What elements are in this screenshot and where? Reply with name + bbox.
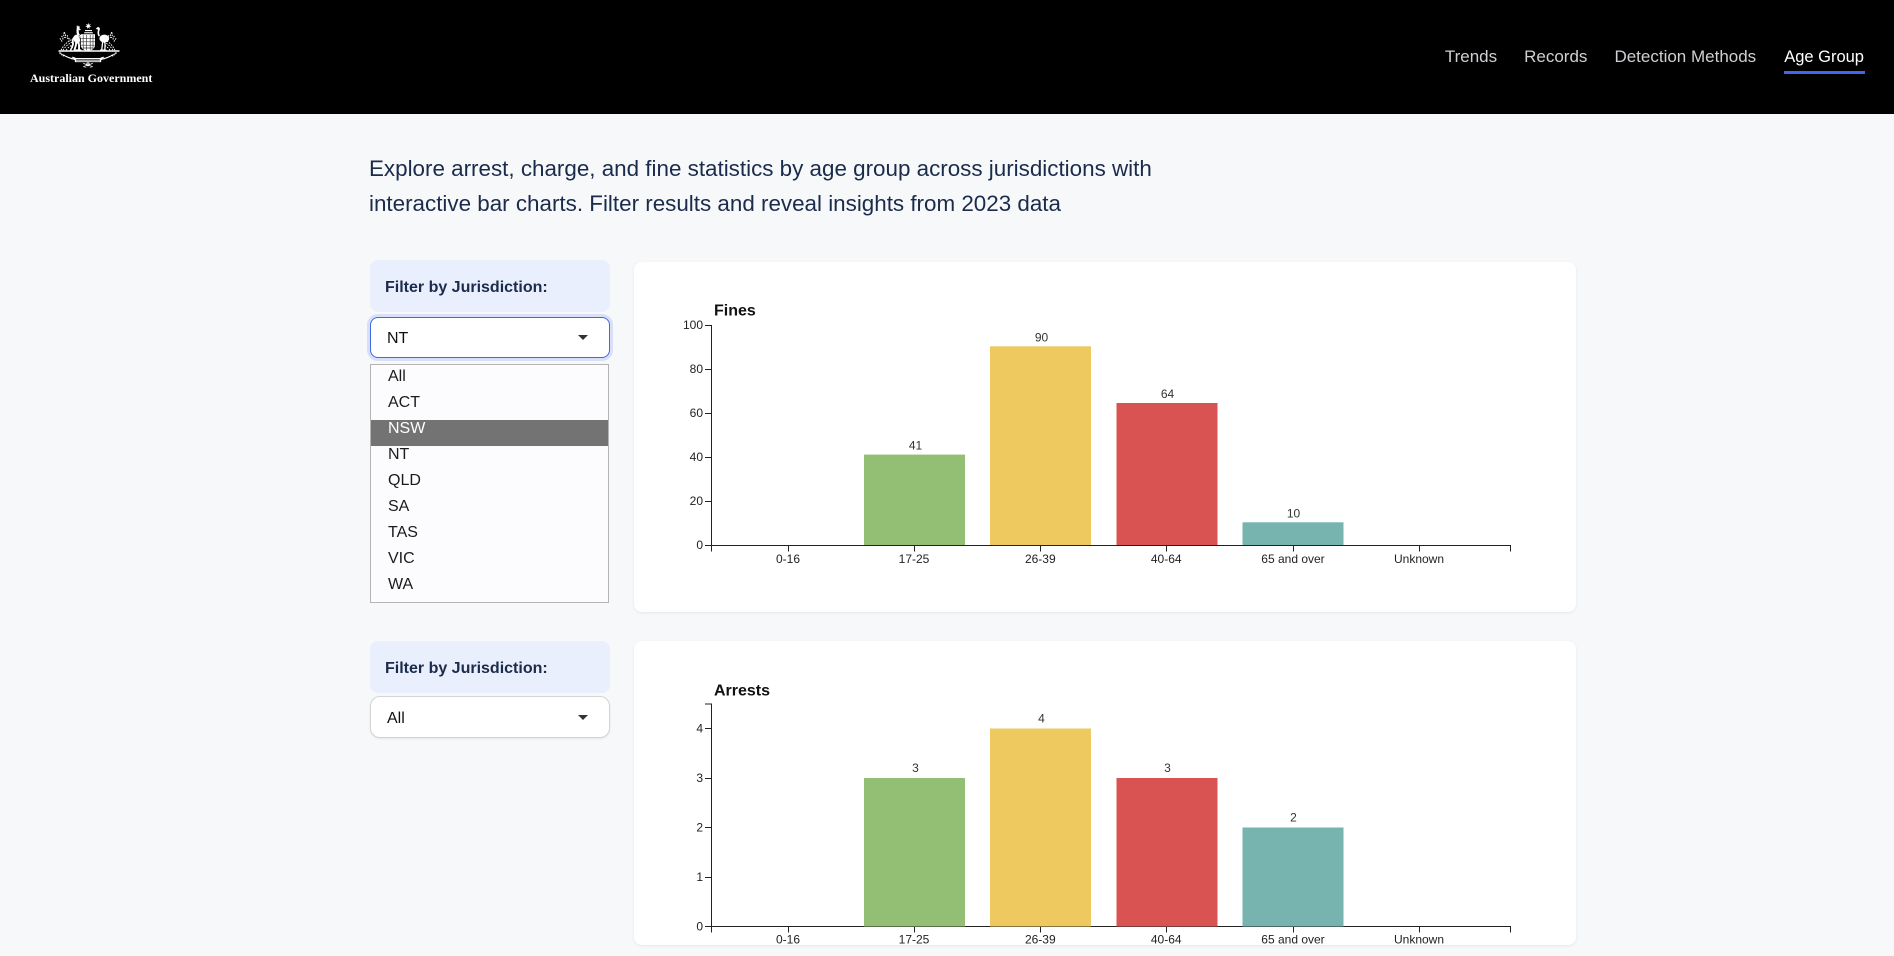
svg-text:4: 4 (696, 722, 703, 736)
svg-text:80: 80 (690, 362, 704, 376)
svg-text:3: 3 (1164, 761, 1171, 775)
svg-text:0-16: 0-16 (776, 933, 800, 946)
svg-text:Fines: Fines (714, 303, 756, 320)
svg-text:41: 41 (909, 439, 923, 453)
svg-text:40-64: 40-64 (1151, 552, 1182, 566)
svg-text:Arrests: Arrests (714, 683, 770, 700)
svg-text:3: 3 (696, 771, 703, 785)
svg-text:65 and over: 65 and over (1261, 552, 1324, 566)
svg-text:2: 2 (1290, 811, 1297, 825)
svg-text:4: 4 (1038, 712, 1045, 726)
svg-text:100: 100 (683, 318, 703, 332)
svg-text:0-16: 0-16 (776, 552, 800, 566)
svg-text:2: 2 (696, 821, 703, 835)
svg-text:64: 64 (1161, 387, 1175, 401)
svg-text:0: 0 (696, 920, 703, 934)
svg-text:65 and over: 65 and over (1261, 933, 1324, 946)
svg-text:3: 3 (912, 761, 919, 775)
svg-text:26-39: 26-39 (1025, 933, 1056, 946)
svg-text:40: 40 (690, 450, 704, 464)
svg-text:0: 0 (696, 538, 703, 552)
svg-text:90: 90 (1035, 330, 1049, 344)
svg-text:26-39: 26-39 (1025, 552, 1056, 566)
svg-text:40-64: 40-64 (1151, 933, 1182, 946)
svg-text:20: 20 (690, 494, 704, 508)
svg-text:10: 10 (1287, 506, 1301, 520)
svg-text:Unknown: Unknown (1394, 933, 1444, 946)
svg-text:Unknown: Unknown (1394, 552, 1444, 566)
svg-text:17-25: 17-25 (899, 933, 930, 946)
svg-text:17-25: 17-25 (899, 552, 930, 566)
svg-text:1: 1 (696, 870, 703, 884)
svg-text:60: 60 (690, 406, 704, 420)
